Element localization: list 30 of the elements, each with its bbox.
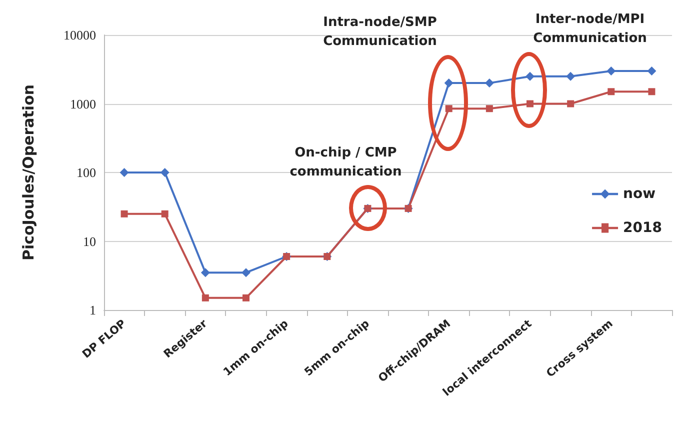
- point: [160, 168, 170, 177]
- annotation: Intra-node/SMP Communication: [323, 15, 437, 49]
- point: [202, 294, 209, 302]
- point: [200, 268, 210, 278]
- point: [526, 100, 534, 108]
- point: [120, 168, 129, 177]
- legend-label: now: [623, 186, 656, 202]
- point: [608, 88, 615, 96]
- point: [444, 78, 454, 88]
- point: [445, 105, 452, 112]
- y-tick-label: 1000: [70, 96, 96, 112]
- y-tick-label: 100: [76, 165, 96, 180]
- y-tick-label: 1: [90, 302, 96, 318]
- point: [606, 66, 616, 76]
- y-tick-label: 10: [83, 234, 96, 249]
- annotation: On-chip / CMP communication: [290, 145, 402, 180]
- point: [242, 294, 250, 302]
- legend-label: 2018: [623, 220, 662, 236]
- point: [566, 72, 576, 81]
- point: [242, 268, 250, 278]
- point: [526, 72, 534, 81]
- point: [161, 210, 168, 218]
- y-axis-title: PicoJoules/Operation: [20, 84, 38, 261]
- point: [648, 88, 656, 96]
- point: [120, 210, 128, 218]
- point: [567, 100, 574, 108]
- point: [647, 66, 656, 76]
- point: [486, 105, 493, 112]
- annotation: Inter-node/MPI Communication: [533, 12, 647, 46]
- y-tick-label: 10000: [64, 28, 96, 42]
